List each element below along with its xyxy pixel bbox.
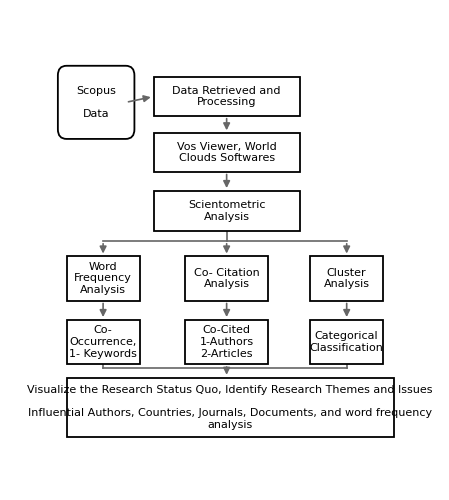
Bar [154,191,300,232]
Bar [185,320,269,364]
Text: Scientometric
Analysis: Scientometric Analysis [188,200,265,222]
Bar [310,256,383,300]
Text: Co-
Occurrence,
1- Keywords: Co- Occurrence, 1- Keywords [69,326,137,358]
Bar [66,320,140,364]
Text: Categorical
Classification: Categorical Classification [310,331,383,353]
Text: Co- Citation
Analysis: Co- Citation Analysis [194,268,260,289]
Text: Co-Cited
1-Authors
2-Articles: Co-Cited 1-Authors 2-Articles [199,326,254,358]
Text: Visualize the Research Status Quo, Identify Research Themes and Issues

Influent: Visualize the Research Status Quo, Ident… [27,385,433,430]
Text: Data Retrieved and
Processing: Data Retrieved and Processing [172,86,281,108]
Bar [310,320,383,364]
FancyBboxPatch shape [58,66,134,139]
Text: Vos Viewer, World
Clouds Softwares: Vos Viewer, World Clouds Softwares [177,142,277,163]
Bar [66,378,394,438]
Bar [66,256,140,300]
Text: Scopus

Data: Scopus Data [76,86,116,119]
Bar [154,133,300,172]
Bar [185,256,269,300]
Text: Cluster
Analysis: Cluster Analysis [324,268,370,289]
Bar [154,78,300,116]
Text: Word
Frequency
Analysis: Word Frequency Analysis [74,262,132,295]
